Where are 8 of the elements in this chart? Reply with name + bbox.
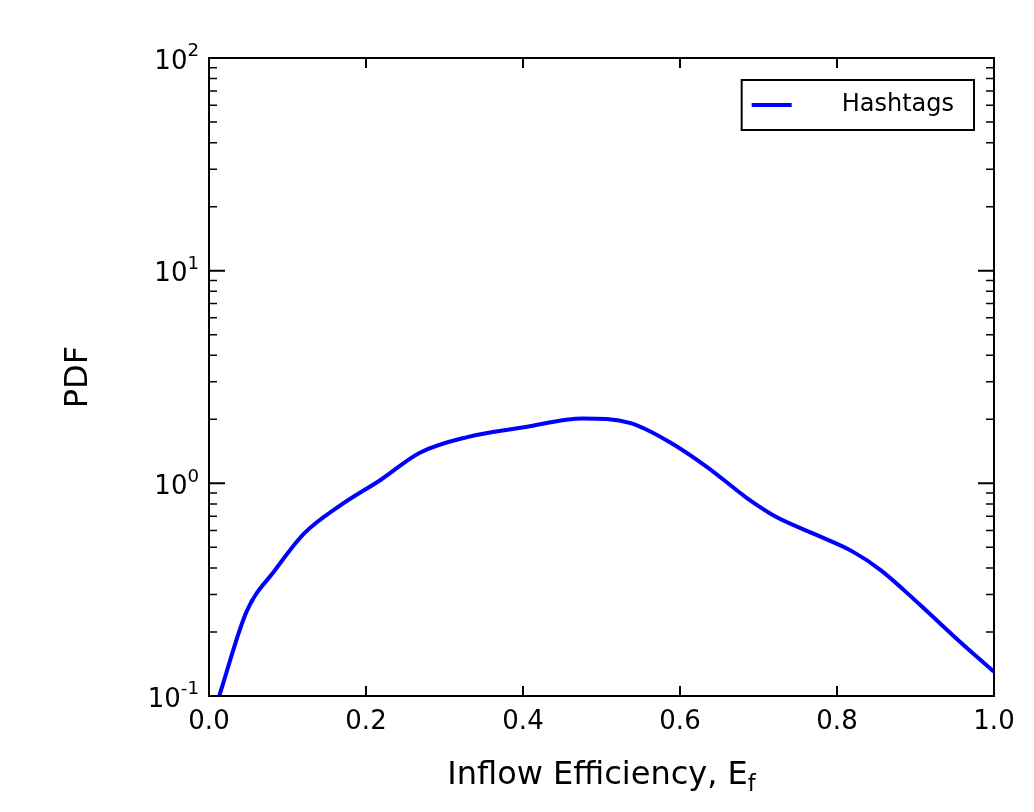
line-series	[217, 416, 994, 696]
x-tick-label: 1.0	[973, 704, 1015, 735]
x-tick-label: 0.2	[345, 704, 387, 735]
x-tick-label: 0.6	[659, 704, 701, 735]
x-tick-label: 0.8	[816, 704, 858, 735]
y-axis-title: PDF	[57, 345, 96, 409]
x-tick-label: 0.4	[502, 704, 544, 735]
legend-label: Hashtags	[841, 89, 954, 118]
